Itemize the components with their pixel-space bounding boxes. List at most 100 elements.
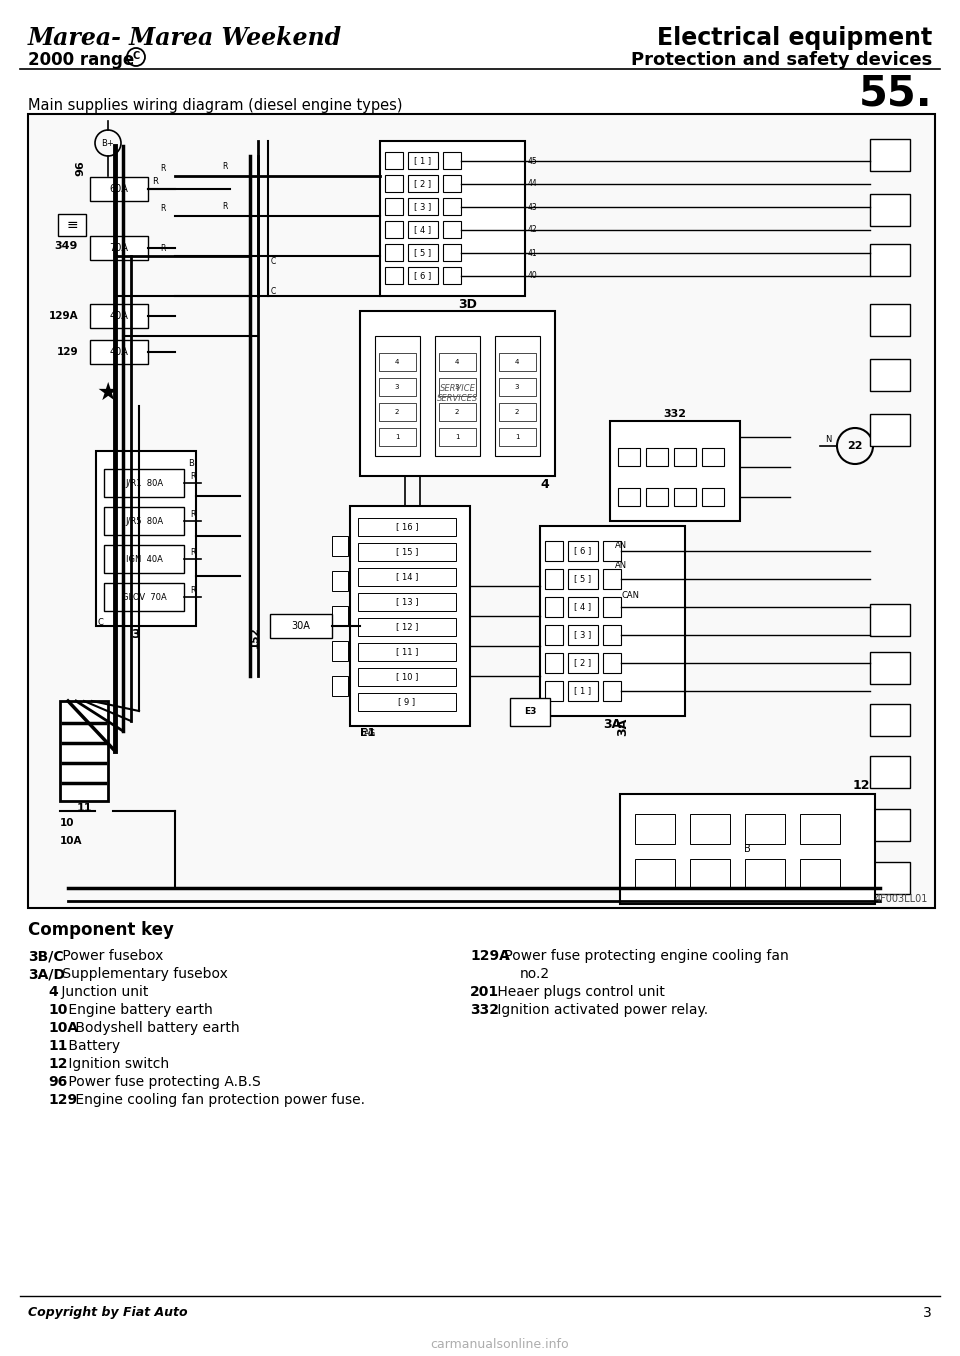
Bar (870, 704, 910, 736)
Text: 3A: 3A (604, 717, 622, 731)
Bar (702, 447, 724, 466)
Text: 4: 4 (48, 984, 58, 999)
Text: 10: 10 (48, 1003, 67, 1017)
Text: [ 6 ]: [ 6 ] (574, 546, 591, 556)
Bar (28, 114, 935, 909)
Text: [ 14 ]: [ 14 ] (396, 572, 419, 582)
Text: 4: 4 (515, 359, 519, 365)
Bar (545, 597, 563, 617)
Text: Copyright by Fiat Auto: Copyright by Fiat Auto (28, 1306, 187, 1319)
Bar (870, 862, 910, 894)
Bar (360, 311, 555, 476)
Bar (332, 677, 348, 696)
Text: [ 10 ]: [ 10 ] (396, 673, 419, 682)
Text: [ 5 ]: [ 5 ] (415, 248, 432, 258)
Bar (443, 267, 461, 283)
Text: AN: AN (615, 541, 627, 551)
Text: 60A: 60A (109, 184, 129, 194)
Bar (443, 244, 461, 260)
Bar (104, 583, 184, 612)
Bar (800, 858, 840, 890)
Text: 45: 45 (528, 156, 538, 165)
Text: [ 13 ]: [ 13 ] (396, 598, 419, 606)
Bar (870, 244, 910, 277)
Bar (385, 267, 403, 283)
Text: Power fusebox: Power fusebox (58, 949, 163, 963)
Bar (358, 618, 456, 636)
Text: C: C (271, 258, 276, 266)
Bar (358, 669, 456, 686)
Text: Component key: Component key (28, 921, 174, 938)
Text: ★: ★ (97, 381, 119, 405)
Text: 2000 range: 2000 range (28, 52, 134, 69)
Bar (104, 545, 184, 574)
Text: AG: AG (364, 730, 376, 738)
Text: [ 3 ]: [ 3 ] (415, 202, 432, 212)
Bar (568, 570, 598, 589)
Text: [ 15 ]: [ 15 ] (396, 548, 419, 556)
Bar (499, 353, 536, 372)
Text: [ 1 ]: [ 1 ] (574, 686, 591, 696)
Text: Power fuse protecting A.B.S: Power fuse protecting A.B.S (64, 1075, 261, 1089)
Text: 129: 129 (48, 1093, 77, 1106)
Bar (408, 221, 438, 239)
Text: E3: E3 (524, 708, 537, 716)
Bar (870, 194, 910, 226)
Bar (385, 152, 403, 170)
Text: carmanualsonline.info: carmanualsonline.info (431, 1338, 569, 1351)
Text: 55.: 55. (858, 73, 932, 115)
Text: 3: 3 (515, 384, 519, 391)
Bar (800, 814, 840, 843)
Text: 3: 3 (395, 384, 399, 391)
Text: 129A: 129A (48, 311, 78, 321)
Text: Main supplies wiring diagram (diesel engine types): Main supplies wiring diagram (diesel eng… (28, 98, 402, 113)
Text: C: C (132, 52, 139, 61)
Bar (870, 140, 910, 171)
Bar (408, 267, 438, 283)
Bar (635, 814, 675, 843)
Bar (499, 378, 536, 396)
Bar (870, 304, 910, 336)
Bar (499, 403, 536, 420)
Bar (439, 403, 476, 420)
Text: Power fuse protecting engine cooling fan: Power fuse protecting engine cooling fan (500, 949, 789, 963)
Bar (443, 175, 461, 193)
Text: Ignition activated power relay.: Ignition activated power relay. (493, 1003, 708, 1017)
Text: [ 16 ]: [ 16 ] (396, 522, 419, 532)
Bar (499, 428, 536, 446)
Bar (380, 141, 525, 296)
Bar (408, 175, 438, 193)
Bar (545, 541, 563, 561)
Bar (385, 198, 403, 216)
Bar (379, 378, 416, 396)
Bar (745, 858, 785, 890)
Text: CAN: CAN (621, 591, 639, 601)
Text: Ignition switch: Ignition switch (64, 1056, 169, 1071)
Text: [ 2 ]: [ 2 ] (574, 659, 591, 667)
Text: Junction unit: Junction unit (57, 984, 149, 999)
Bar (646, 447, 668, 466)
Bar (443, 221, 461, 239)
Text: no.2: no.2 (520, 967, 550, 980)
Bar (870, 810, 910, 841)
Bar (745, 814, 785, 843)
Text: 10A: 10A (60, 837, 83, 846)
Text: 96: 96 (75, 160, 85, 176)
Text: SERVICE
SERVICES: SERVICE SERVICES (437, 384, 478, 403)
Bar (96, 452, 196, 626)
Text: 1: 1 (515, 434, 519, 439)
Bar (495, 336, 540, 456)
Text: 42: 42 (528, 225, 538, 235)
Text: 41: 41 (528, 248, 538, 258)
Bar (568, 654, 598, 673)
Bar (545, 654, 563, 673)
Bar (646, 488, 668, 506)
Bar (60, 701, 108, 801)
Bar (510, 698, 550, 725)
Bar (870, 603, 910, 636)
Text: 1: 1 (455, 434, 459, 439)
Text: R: R (152, 178, 158, 186)
Text: 22: 22 (848, 441, 863, 452)
Bar (435, 336, 480, 456)
Bar (379, 353, 416, 372)
